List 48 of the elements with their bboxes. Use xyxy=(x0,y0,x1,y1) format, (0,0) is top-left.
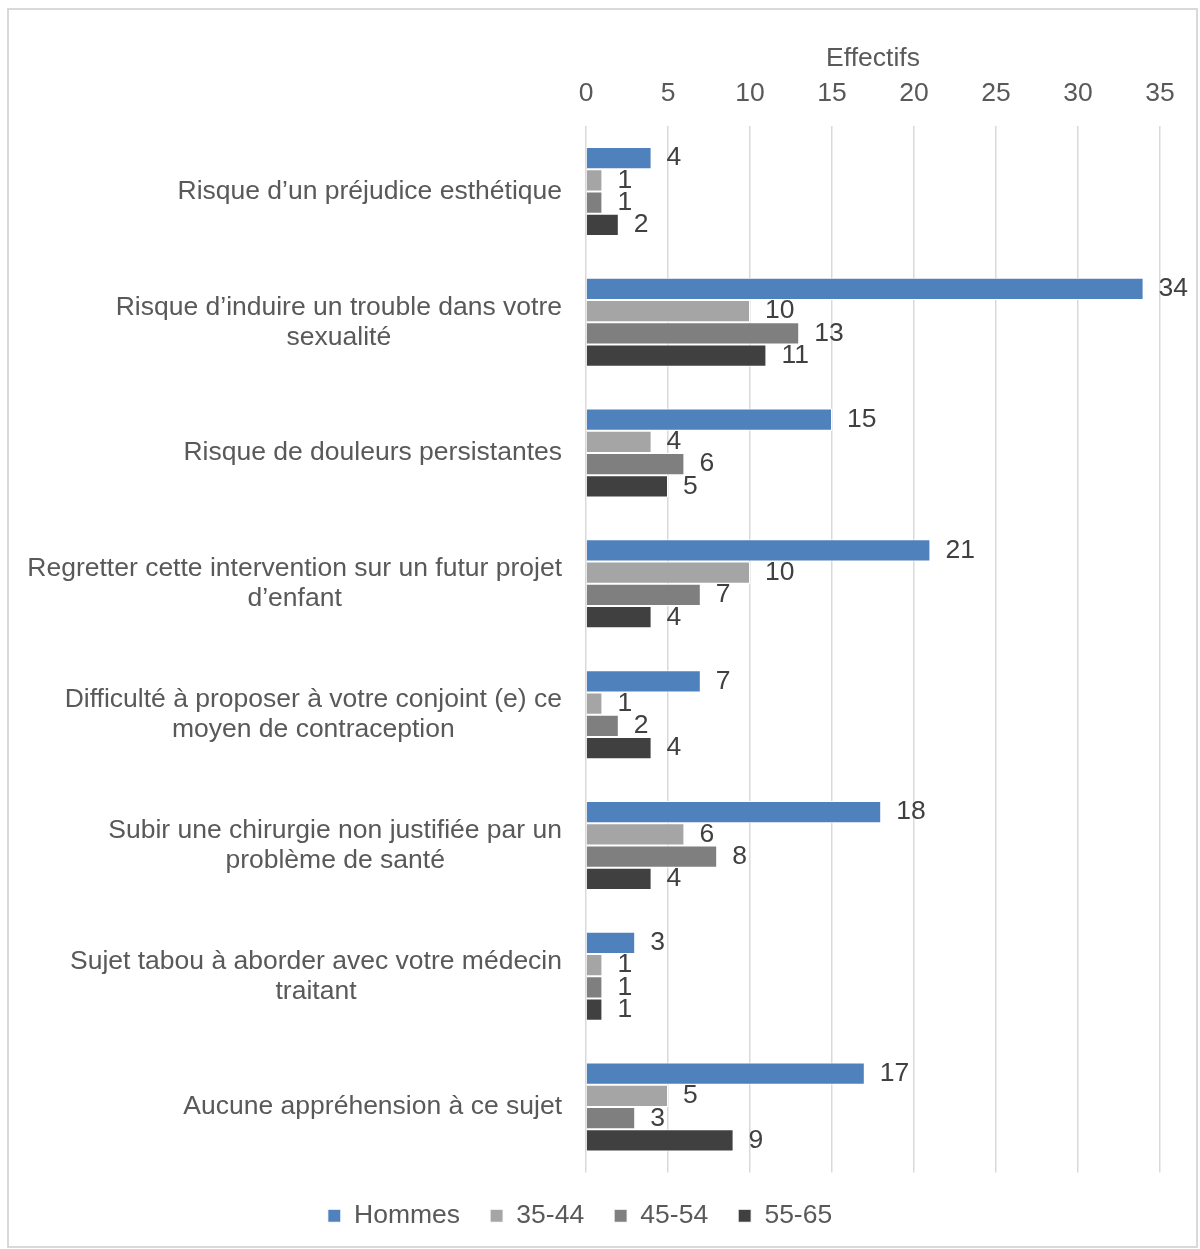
x-axis-title: Effectifs xyxy=(826,42,920,73)
y-tick-label: Risque d’induire un trouble dans votre sexualité xyxy=(115,290,562,351)
data-label: 34 xyxy=(1158,272,1189,303)
data-label: 5 xyxy=(683,469,698,500)
y-tick-label: Sujet tabou à aborder avec votre médecin traitant xyxy=(69,944,562,1005)
data-label: 9 xyxy=(748,1123,764,1154)
data-label: 2 xyxy=(633,709,649,740)
legend-label: 45-54 xyxy=(640,1199,709,1230)
y-tick-label: Aucune appréhension à ce sujet xyxy=(183,1090,563,1121)
data-label: 7 xyxy=(715,578,731,609)
data-label: 2 xyxy=(633,208,649,239)
x-tick-label: 25 xyxy=(981,77,1011,108)
data-label: 4 xyxy=(666,731,682,762)
data-label: 4 xyxy=(666,600,682,631)
data-label: 5 xyxy=(683,1079,698,1110)
y-tick-label: Risque de douleurs persistantes xyxy=(183,436,563,467)
data-label: 10 xyxy=(765,556,795,587)
legend-label: 55-65 xyxy=(764,1199,833,1230)
y-tick-label: Risque d’un préjudice esthétique xyxy=(177,174,562,205)
data-label: 3 xyxy=(650,926,665,957)
y-tick-label: Regretter cette intervention sur un futur projet d’enfant xyxy=(27,552,563,613)
data-label: 3 xyxy=(650,1101,665,1132)
data-label: 6 xyxy=(699,817,715,848)
x-tick-label: 15 xyxy=(817,77,847,108)
x-tick-label: 0 xyxy=(578,77,594,108)
data-label: 10 xyxy=(765,294,795,325)
y-tick-label: Difficulté à proposer à votre conjoint (e) ce moyen de contraception xyxy=(64,682,562,743)
x-tick-label: 30 xyxy=(1063,77,1093,108)
data-label: 15 xyxy=(847,402,877,433)
data-label: 8 xyxy=(732,839,747,870)
data-label: 13 xyxy=(814,316,844,347)
data-label: 4 xyxy=(666,425,682,456)
x-tick-label: 5 xyxy=(660,77,676,108)
data-label: 1 xyxy=(617,686,633,717)
data-label: 4 xyxy=(666,862,682,893)
x-tick-label: 10 xyxy=(735,77,765,108)
data-label: 7 xyxy=(715,664,731,695)
x-tick-label: 20 xyxy=(899,77,929,108)
legend-label: Hommes xyxy=(354,1199,461,1230)
data-label: 11 xyxy=(781,338,809,369)
data-label: 6 xyxy=(699,447,715,478)
x-tick-label: 35 xyxy=(1145,77,1175,108)
legend-label: 35-44 xyxy=(516,1199,585,1230)
y-tick-label: Subir une chirurgie non justifiée par un problème de santé xyxy=(108,813,563,874)
data-label: 4 xyxy=(666,141,682,172)
data-label: 17 xyxy=(879,1057,910,1088)
data-label: 18 xyxy=(896,795,926,826)
data-label: 21 xyxy=(945,533,975,564)
